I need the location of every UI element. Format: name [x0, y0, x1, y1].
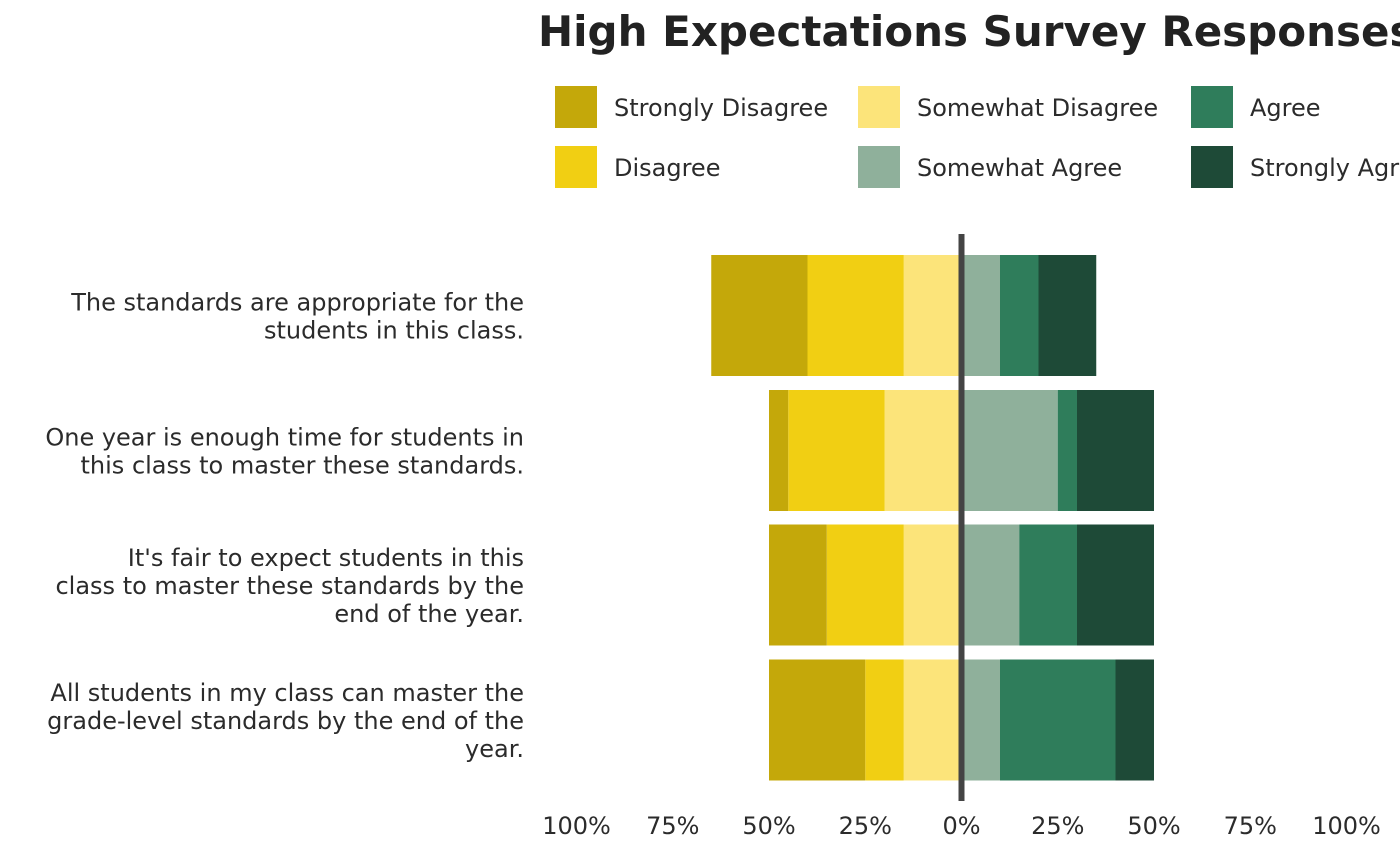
legend-key: [858, 146, 900, 188]
tick-label: 75%: [1224, 812, 1277, 840]
bar-segment: [961, 390, 1058, 511]
legend-label: Agree: [1250, 94, 1321, 122]
question-label: The standards are appropriate for the stu…: [70, 289, 524, 345]
bar-segment: [769, 524, 827, 646]
bar-segment: [961, 659, 1000, 781]
bar-segment: [1038, 255, 1097, 376]
bar-segment: [1057, 390, 1077, 511]
legend-label: Somewhat Agree: [917, 154, 1122, 182]
legend-label: Strongly Disagree: [614, 94, 828, 122]
bar-segment: [903, 255, 962, 376]
legend-key: [858, 86, 900, 128]
tick-label: 25%: [1031, 812, 1084, 840]
bar-segment: [961, 524, 1020, 646]
x-axis-ticks: 100% 75% 50% 25% 0% 25% 50% 75% 100%: [542, 812, 1381, 840]
bar-segment: [961, 255, 1000, 376]
tick-label: 100%: [1312, 812, 1381, 840]
question-label: One year is enough time for students in t…: [45, 424, 524, 480]
bar-segment: [865, 659, 904, 781]
legend: Strongly Disagree Disagree Somewhat Disagr…: [555, 86, 1400, 188]
legend-label: Strongly Agree: [1250, 154, 1400, 182]
bar-segment: [1000, 255, 1039, 376]
tick-label: 100%: [542, 812, 611, 840]
bar-segment: [903, 659, 962, 781]
bar-segment: [1077, 390, 1154, 511]
tick-label: 0%: [942, 812, 980, 840]
bar-segment: [788, 390, 885, 511]
bar-segment: [807, 255, 904, 376]
tick-label: 25%: [839, 812, 892, 840]
bar-segment: [711, 255, 808, 376]
tick-label: 50%: [1127, 812, 1180, 840]
bar-segment: [1019, 524, 1077, 646]
chart-title: High Expectations Survey Responses: [538, 7, 1400, 56]
bar-segment: [1000, 659, 1116, 781]
question-labels: The standards are appropriate for the stu…: [45, 289, 524, 764]
bar-segment: [769, 390, 789, 511]
bar-segment: [903, 524, 962, 646]
bar-segment: [826, 524, 904, 646]
bar-segment: [1115, 659, 1154, 781]
legend-key: [1191, 86, 1233, 128]
legend-key: [555, 86, 597, 128]
bar-segment: [769, 659, 866, 781]
question-label: All students in my class can master the g…: [47, 679, 524, 763]
bar-segment: [884, 390, 962, 511]
legend-key: [555, 146, 597, 188]
bars: [711, 255, 1154, 781]
question-label: It's fair to expect students in this clas…: [55, 544, 524, 628]
legend-key: [1191, 146, 1233, 188]
bar-segment: [1077, 524, 1154, 646]
legend-label: Disagree: [614, 154, 720, 182]
legend-label: Somewhat Disagree: [917, 94, 1158, 122]
tick-label: 50%: [742, 812, 795, 840]
tick-label: 75%: [646, 812, 699, 840]
